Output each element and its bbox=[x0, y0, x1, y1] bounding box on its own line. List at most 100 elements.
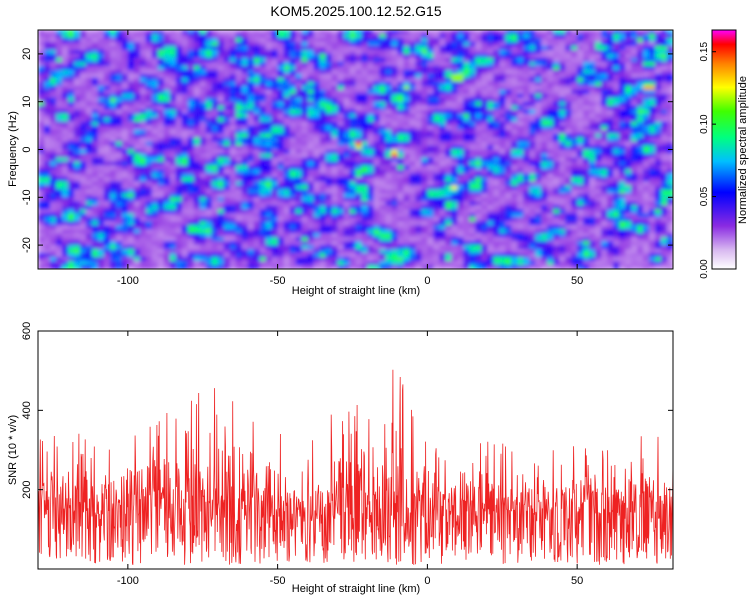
heatmap-cell bbox=[499, 45, 506, 51]
heatmap-cell bbox=[667, 117, 673, 123]
heatmap-cell bbox=[157, 113, 165, 119]
heatmap-cell bbox=[367, 73, 375, 79]
heatmap-cell bbox=[139, 45, 147, 51]
heatmap-cell bbox=[301, 133, 309, 139]
heatmap-cell bbox=[523, 189, 530, 194]
heatmap-cell bbox=[277, 173, 285, 178]
heatmap-cell bbox=[187, 209, 195, 214]
heatmap-cell bbox=[583, 37, 590, 43]
heatmap-cell bbox=[91, 65, 99, 71]
heatmap-cell bbox=[589, 141, 596, 147]
heatmap-cell bbox=[541, 169, 548, 174]
heatmap-cell bbox=[577, 121, 584, 127]
heatmap-cell bbox=[295, 113, 303, 119]
heatmap-cell bbox=[157, 213, 165, 218]
heatmap-cell bbox=[109, 185, 117, 190]
heatmap-cell bbox=[337, 165, 345, 171]
heatmap-cell bbox=[157, 53, 165, 59]
heatmap-cell bbox=[607, 117, 614, 123]
heatmap-cell bbox=[217, 41, 225, 47]
heatmap-cell bbox=[541, 45, 548, 51]
heatmap-cell bbox=[199, 129, 207, 135]
heatmap-cell bbox=[38, 173, 45, 178]
heatmap-cell bbox=[451, 205, 458, 210]
heatmap-cell bbox=[427, 201, 434, 206]
heatmap-cell bbox=[367, 165, 375, 171]
heatmap-cell bbox=[403, 113, 411, 119]
heatmap-cell bbox=[295, 189, 303, 194]
heatmap-cell bbox=[577, 153, 584, 159]
heatmap-cell bbox=[601, 57, 608, 63]
heatmap-cell bbox=[277, 33, 285, 39]
heatmap-cell bbox=[517, 145, 524, 151]
heatmap-cell bbox=[151, 65, 159, 71]
heatmap-cell bbox=[553, 113, 560, 119]
heatmap-cell bbox=[307, 193, 315, 198]
heatmap-cell bbox=[235, 45, 243, 51]
heatmap-cell bbox=[187, 49, 195, 55]
heatmap-cell bbox=[415, 209, 422, 214]
heatmap-cell bbox=[145, 33, 153, 39]
heatmap-cell bbox=[163, 69, 171, 75]
heatmap-cell bbox=[55, 169, 63, 174]
heatmap-cell bbox=[91, 85, 99, 91]
heatmap-cell bbox=[133, 33, 141, 39]
heatmap-cell bbox=[445, 81, 452, 87]
heatmap-cell bbox=[385, 189, 393, 194]
heatmap-cell bbox=[511, 41, 518, 47]
heatmap-cell bbox=[607, 101, 614, 107]
heatmap-cell bbox=[649, 97, 656, 103]
heatmap-cell bbox=[109, 137, 117, 143]
heatmap-cell bbox=[379, 73, 387, 79]
heatmap-cell bbox=[475, 133, 482, 139]
heatmap-cell bbox=[553, 61, 560, 67]
heatmap-cell bbox=[343, 125, 351, 131]
heatmap-cell bbox=[481, 89, 488, 95]
heatmap-cell bbox=[175, 33, 183, 39]
heatmap-cell bbox=[97, 109, 105, 115]
heatmap-cell bbox=[391, 193, 399, 198]
heatmap-cell bbox=[385, 197, 393, 202]
heatmap-cell bbox=[607, 57, 614, 63]
heatmap-cell bbox=[667, 77, 673, 83]
heatmap-cell bbox=[655, 45, 662, 51]
heatmap-cell bbox=[475, 93, 482, 99]
heatmap-cell bbox=[133, 69, 141, 75]
heatmap-cell bbox=[241, 85, 249, 91]
heatmap-cell bbox=[463, 109, 470, 115]
heatmap-cell bbox=[625, 205, 632, 210]
heatmap-cell bbox=[307, 61, 315, 67]
heatmap-cell bbox=[97, 81, 105, 87]
heatmap-cell bbox=[349, 201, 357, 206]
heatmap-cell bbox=[379, 137, 387, 143]
heatmap-cell bbox=[169, 105, 177, 111]
heatmap-cell bbox=[511, 65, 518, 71]
heatmap-cell bbox=[151, 109, 159, 115]
heatmap-cell bbox=[397, 125, 405, 131]
heatmap-cell bbox=[481, 49, 488, 55]
heatmap-cell bbox=[175, 105, 183, 111]
heatmap-cell bbox=[295, 177, 303, 182]
heatmap-cell bbox=[361, 177, 369, 182]
heatmap-cell bbox=[193, 133, 201, 139]
heatmap-cell bbox=[427, 149, 434, 155]
heatmap-cell bbox=[187, 197, 195, 202]
heatmap-cell bbox=[511, 161, 518, 167]
heatmap-cell bbox=[439, 205, 446, 210]
heatmap-cell bbox=[631, 69, 638, 75]
heatmap-cell bbox=[157, 30, 165, 35]
heatmap-cell bbox=[343, 73, 351, 79]
heatmap-cell bbox=[361, 141, 369, 147]
heatmap-cell bbox=[541, 53, 548, 59]
heatmap-cell bbox=[73, 85, 81, 91]
heatmap-cell bbox=[337, 197, 345, 202]
heatmap-cell bbox=[385, 141, 393, 147]
heatmap-cell bbox=[79, 213, 87, 218]
heatmap-cell bbox=[289, 165, 297, 171]
heatmap-cell bbox=[205, 89, 213, 95]
heatmap-cell bbox=[61, 77, 69, 83]
heatmap-cell bbox=[55, 149, 63, 155]
heatmap-cell bbox=[229, 117, 237, 123]
heatmap-cell bbox=[325, 97, 333, 103]
heatmap-cell bbox=[667, 33, 673, 39]
